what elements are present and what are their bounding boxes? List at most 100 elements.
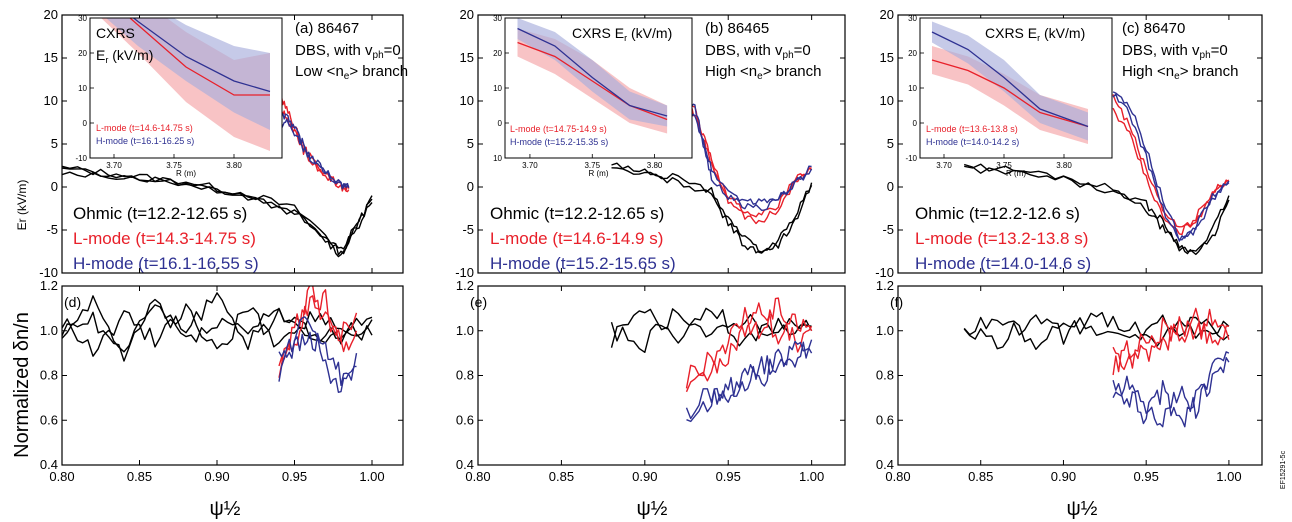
ylabel-top: Er (kV/m) xyxy=(15,180,29,231)
series-line-lmode xyxy=(278,286,358,378)
inset-ytick-label: 20 xyxy=(908,49,917,58)
center-line-hmode xyxy=(132,18,271,93)
bottom-label-f: (f) xyxy=(890,294,903,310)
series-group-f xyxy=(963,307,1230,428)
series-group-e xyxy=(610,297,813,423)
ylabel-bottom: Normalized δn/n xyxy=(11,312,33,458)
band-lmode xyxy=(101,18,270,151)
inset-hmode-a: H-mode (t=16.1-16.25 s) xyxy=(96,136,194,146)
series-line-ohmic xyxy=(610,307,813,348)
series-group-d xyxy=(62,286,373,393)
center-line-lmode xyxy=(931,59,1089,128)
shot-label-a: (a) 86467 xyxy=(295,20,359,37)
frame-a xyxy=(61,14,404,274)
ytick-label: -10 xyxy=(875,265,894,280)
panel-f: 0.4 0.6 0.8 1.0 1.2 0.80 0.85 0.90 0.95 1.00 xyxy=(876,278,1263,484)
inset-ytick-label: 30 xyxy=(493,14,502,23)
series-line-hmode xyxy=(686,340,813,423)
inset-xtick-label: 3.75 xyxy=(166,161,182,170)
xtick-label: 0.90 xyxy=(1051,469,1076,484)
ytick-label: 0 xyxy=(51,179,58,194)
series-line-lmode xyxy=(1112,307,1230,376)
inset-title-b: CXRS Er (kV/m) xyxy=(572,25,672,43)
series-group-inset-c xyxy=(931,21,1089,144)
xtick-label: 0.90 xyxy=(204,469,229,484)
inset-lmode-c: L-mode (t=13.6-13.8 s) xyxy=(926,124,1018,134)
branch-line-c: High <ne> branch xyxy=(1122,63,1238,82)
ytick-label: 0.8 xyxy=(876,368,894,383)
legend-ohmic-b: Ohmic (t=12.2-12.65 s) xyxy=(490,204,664,223)
xtick-label: 0.85 xyxy=(127,469,152,484)
ytick-label: 1.2 xyxy=(456,278,474,293)
xtick-label: 0.80 xyxy=(465,469,490,484)
inset-lmode-a: L-mode (t=14.6-14.75 s) xyxy=(96,123,193,133)
ytick-label: -5 xyxy=(46,222,58,237)
plot-background-f xyxy=(898,286,1262,465)
ytick-label: 0.6 xyxy=(876,412,894,427)
ytick-label: 20 xyxy=(44,7,58,22)
series-line-hmode xyxy=(1112,93,1230,241)
ytick-label: -10 xyxy=(455,265,474,280)
series-line-hmode xyxy=(278,331,357,386)
ytick-label: 5 xyxy=(51,136,58,151)
ytick-label: 0.6 xyxy=(40,412,58,427)
series-line-ohmic xyxy=(963,314,1230,350)
ytick-label: 10 xyxy=(460,93,474,108)
ytick-label: 15 xyxy=(44,50,58,65)
ytick-label: 0.4 xyxy=(876,457,894,472)
xtick-label: 0.80 xyxy=(885,469,910,484)
side-tag: EF15291-5c xyxy=(1280,450,1287,489)
legend-lmode-b: L-mode (t=14.6-14.9 s) xyxy=(490,229,663,248)
xtick-label: 0.85 xyxy=(549,469,574,484)
panel-inset-a: 30 20 10 0 -10 3.70 3.75 3.80 R (m) xyxy=(75,14,283,178)
series-line-ohmic xyxy=(611,167,813,254)
ytick-label: -5 xyxy=(882,222,894,237)
panel-c-labels: (c) 86470 DBS, with vph=0 High <ne> bran… xyxy=(890,20,1238,310)
ytick-label: 0.6 xyxy=(456,412,474,427)
branch-line-b: High <ne> branch xyxy=(705,63,821,82)
xlabel-2: ψ½ xyxy=(637,498,668,520)
inset-xtick-label: 3.70 xyxy=(106,161,122,170)
ytick-label: 10 xyxy=(880,93,894,108)
series-group-b xyxy=(611,94,813,254)
frame-e xyxy=(477,285,846,466)
inset-lmode-b: L-mode (t=14.75-14.9 s) xyxy=(510,124,607,134)
panel-a-labels: (a) 86467 DBS, with vph=0 Low <ne> branc… xyxy=(64,20,408,310)
xtick-label: 0.80 xyxy=(49,469,74,484)
bottom-label-d: (d) xyxy=(64,294,81,310)
inset-ytick-label: 10 xyxy=(493,154,502,163)
inset-ytick-label: 10 xyxy=(908,84,917,93)
inset-xtick-label: 3.70 xyxy=(522,161,538,170)
series-group-a xyxy=(62,91,373,258)
inset-xtick-label: 3.75 xyxy=(996,161,1012,170)
legend-lmode-a: L-mode (t=14.3-14.75 s) xyxy=(73,229,256,248)
series-line-ohmic xyxy=(611,162,813,254)
series-line-lmode xyxy=(685,297,813,389)
xlabel-1: ψ½ xyxy=(210,498,241,520)
center-line-hmode xyxy=(931,31,1089,128)
inset-xlabel: R (m) xyxy=(176,169,196,178)
inset-xlabel: R (m) xyxy=(589,169,609,178)
series-line-hmode xyxy=(278,118,350,190)
ytick-label: 20 xyxy=(460,7,474,22)
xtick-label: 1.00 xyxy=(359,469,384,484)
inset-ytick-label: 0 xyxy=(913,119,918,128)
plots: -10 -5 0 5 10 15 20 -10 -5 0 5 10 15 20 -10 -5 0 5 10 15 20 0… xyxy=(39,7,1263,484)
band-hmode xyxy=(106,18,270,130)
center-line-lmode xyxy=(129,18,270,96)
inset-ytick-label: -10 xyxy=(905,154,917,163)
xtick-label: 0.95 xyxy=(716,469,741,484)
legend-hmode-a: H-mode (t=16.1-16.55 s) xyxy=(73,254,259,273)
ytick-label: 5 xyxy=(887,136,894,151)
inset-hmode-b: H-mode (t=15.2-15.35 s) xyxy=(510,137,608,147)
inset-ytick-label: 0 xyxy=(83,119,88,128)
ytick-label: 0.4 xyxy=(40,457,58,472)
inset-frame-inset-c xyxy=(919,17,1113,159)
inset-ytick-label: 20 xyxy=(78,49,87,58)
ytick-label: 0.4 xyxy=(456,457,474,472)
legend-hmode-b: H-mode (t=15.2-15.65 s) xyxy=(490,254,676,273)
legend-hmode-c: H-mode (t=14.0-14.6 s) xyxy=(915,254,1091,273)
xtick-label: 1.00 xyxy=(799,469,824,484)
ytick-label: -5 xyxy=(462,222,474,237)
